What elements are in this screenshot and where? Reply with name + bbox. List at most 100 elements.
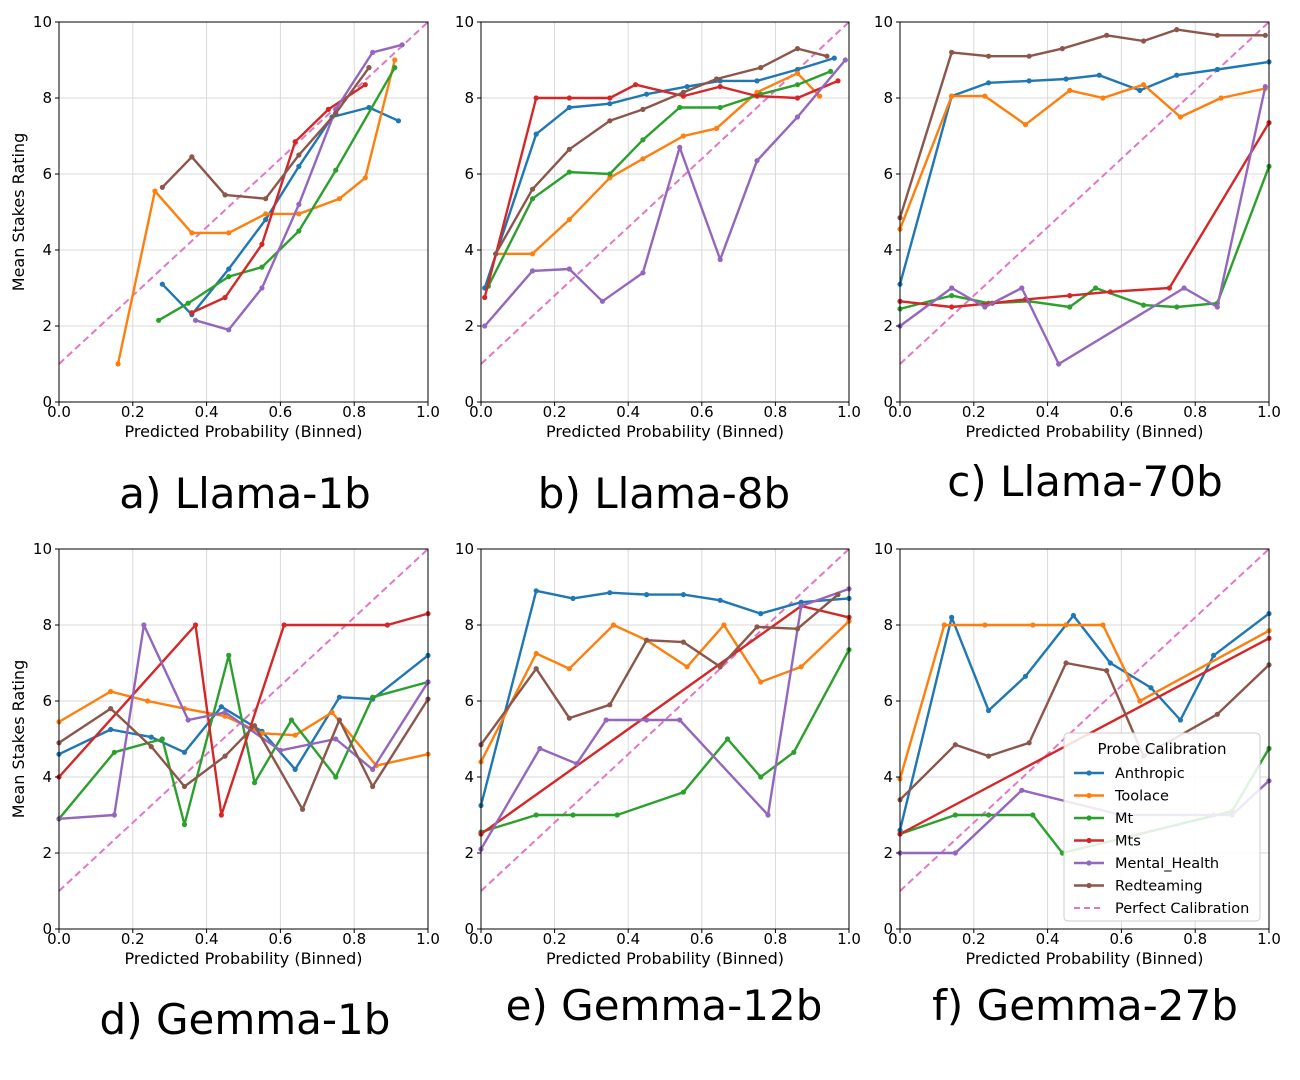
- data-point-anthropic: [985, 80, 992, 86]
- data-point-anthropic: [607, 590, 613, 596]
- data-point-anthropic: [533, 131, 539, 137]
- data-point-mt: [159, 736, 165, 742]
- chart-panel-4: 0.0 0.2 0.4 0.6 0.8 1.0 0 2 4 6 8 10 Predicted Proba…: [9, 540, 440, 1044]
- data-point-mts: [1067, 293, 1073, 299]
- data-point-mental-health: [640, 270, 646, 276]
- data-point-redteaming: [1026, 53, 1032, 59]
- x-tick-label: 0.6: [690, 930, 714, 948]
- series-line-mts: [58, 612, 429, 817]
- data-point-mts: [949, 304, 955, 310]
- data-point-mt: [1174, 304, 1180, 310]
- data-point-anthropic: [1177, 717, 1184, 723]
- perfect-calibration-line: [899, 21, 1270, 365]
- x-axis-label: Predicted Probability (Binned): [124, 422, 362, 441]
- legend-marker-toolace: [1086, 792, 1092, 799]
- chart-panel-5: 0.0 0.2 0.4 0.6 0.8 1.0 0 2 4 6 8 10 Predicted Proba…: [455, 540, 861, 1030]
- data-point-redteaming: [181, 783, 188, 790]
- series-line-mt: [480, 649, 851, 834]
- data-point-mt: [1067, 304, 1073, 310]
- data-point-redteaming: [607, 702, 613, 708]
- x-tick-label: 0.0: [469, 930, 493, 948]
- series-line-redteaming: [480, 593, 839, 746]
- series-line-mental-health: [483, 59, 847, 327]
- data-point-mental-health: [529, 268, 536, 274]
- data-point-anthropic: [395, 118, 402, 124]
- data-point-mt: [717, 104, 723, 111]
- legend-marker-anthropic: [1086, 770, 1092, 776]
- data-point-toolace: [296, 211, 302, 217]
- legend-marker-mts: [1086, 837, 1092, 844]
- data-point-mts: [281, 622, 287, 628]
- axes-frame: [58, 548, 429, 930]
- data-point-redteaming: [985, 753, 992, 759]
- data-point-anthropic: [680, 592, 687, 598]
- series-line-anthropic: [483, 56, 835, 289]
- data-point-redteaming: [366, 65, 372, 71]
- data-point-mt: [724, 736, 731, 742]
- data-point-mt: [533, 812, 539, 818]
- y-tick-label: 6: [883, 165, 893, 183]
- y-tick-label: 4: [464, 768, 474, 786]
- data-point-mts: [222, 294, 228, 301]
- data-point-toolace: [982, 93, 988, 99]
- x-axis-label: Predicted Probability (Binned): [965, 422, 1203, 441]
- chart-panel-3: 0.0 0.2 0.4 0.6 0.8 1.0 0 2 4 6 8 10 Predicted Proba…: [874, 13, 1281, 506]
- data-point-toolace: [566, 666, 572, 672]
- x-tick-label: 0.0: [47, 403, 71, 421]
- data-point-mt: [1030, 812, 1036, 818]
- data-point-anthropic: [108, 726, 114, 733]
- data-point-mental-health: [1262, 84, 1268, 90]
- x-tick-label: 0.4: [616, 403, 640, 421]
- data-point-mt: [251, 780, 258, 786]
- data-point-mt: [529, 196, 536, 202]
- data-point-redteaming: [1104, 668, 1110, 674]
- data-point-toolace: [721, 622, 727, 628]
- y-tick-label: 0: [883, 920, 893, 938]
- x-tick-label: 1.0: [1257, 930, 1281, 948]
- data-point-toolace: [566, 217, 572, 223]
- data-point-mts: [482, 294, 488, 301]
- series-line-mt: [487, 70, 832, 287]
- data-point-anthropic: [181, 749, 188, 755]
- data-point-anthropic: [1148, 685, 1154, 691]
- legend-marker-redteaming: [1086, 882, 1092, 889]
- data-point-anthropic: [1096, 72, 1102, 78]
- data-point-anthropic: [1137, 87, 1143, 93]
- data-point-mt: [181, 821, 188, 828]
- data-point-mental-health: [1181, 285, 1187, 291]
- data-point-mental-health: [1019, 787, 1025, 793]
- data-point-mt: [226, 274, 232, 280]
- x-tick-label: 0.4: [1036, 930, 1060, 948]
- data-point-toolace: [1100, 95, 1106, 101]
- data-point-anthropic: [1211, 652, 1217, 659]
- data-point-toolace: [392, 57, 398, 63]
- data-point-redteaming: [835, 592, 841, 598]
- data-point-redteaming: [754, 624, 760, 630]
- data-point-mt: [949, 293, 955, 299]
- perfect-calibration-line: [58, 21, 429, 365]
- series-line-mt: [157, 67, 396, 322]
- data-point-redteaming: [1214, 32, 1220, 38]
- data-point-toolace: [798, 664, 804, 670]
- x-tick-label: 0.8: [763, 403, 787, 421]
- legend-label-toolace: Toolace: [1114, 789, 1169, 805]
- x-tick-label: 0.8: [342, 930, 366, 948]
- data-point-toolace: [152, 188, 158, 194]
- x-axis-label: Predicted Probability (Binned): [546, 422, 784, 441]
- data-point-mental-health: [537, 745, 543, 752]
- data-point-toolace: [263, 211, 269, 217]
- data-point-mental-health: [798, 603, 804, 609]
- data-point-mt: [333, 774, 339, 780]
- data-point-toolace: [115, 361, 121, 367]
- legend-marker-mental-health: [1086, 860, 1092, 866]
- data-point-toolace: [982, 622, 988, 628]
- x-tick-label: 0.6: [1109, 930, 1133, 948]
- data-point-redteaming: [713, 76, 720, 82]
- data-point-anthropic: [292, 766, 298, 773]
- data-point-toolace: [1140, 82, 1147, 88]
- y-tick-label: 6: [883, 692, 893, 710]
- x-tick-label: 0.2: [121, 930, 145, 948]
- x-tick-label: 0.2: [543, 930, 567, 948]
- data-point-toolace: [680, 133, 687, 139]
- data-point-redteaming: [680, 639, 687, 645]
